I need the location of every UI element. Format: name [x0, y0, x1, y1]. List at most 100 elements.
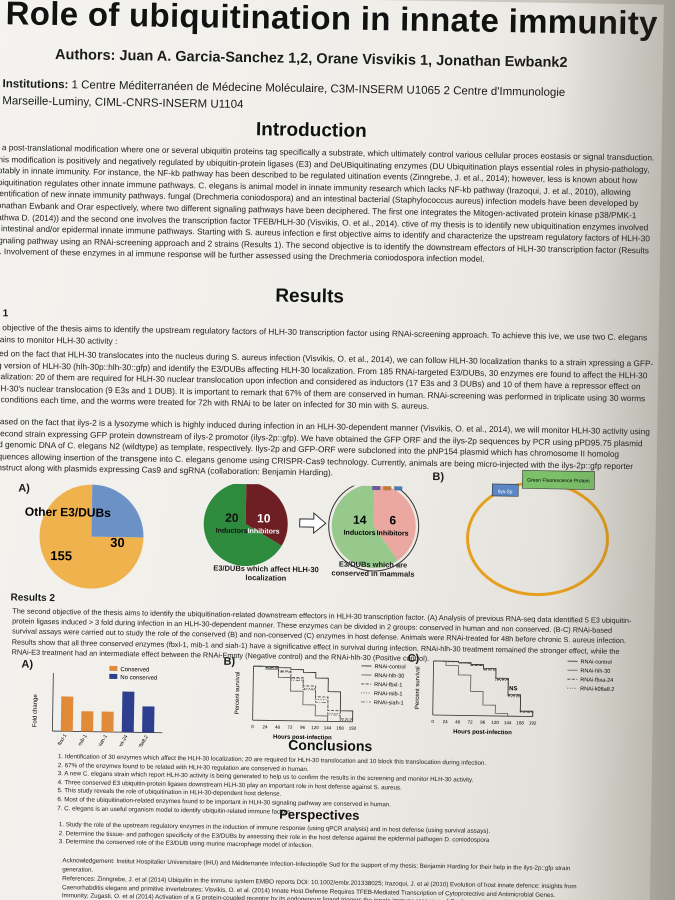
pie2-inductors-label: Inductors — [216, 528, 248, 536]
results1-heading: ts 1 — [0, 308, 9, 320]
surv-x-tick: 192 — [349, 726, 357, 731]
results1-a-text: ased on the fact that HLH-30 translocate… — [0, 348, 654, 412]
bar-tick-label: mib-1 — [77, 733, 89, 747]
pie1-found-value: 30 — [110, 535, 125, 550]
legend-label: RNAi-k08a8.2 — [580, 686, 614, 693]
survival-chart-nonconserved: Percent survival Hours post-infection 0 24 4… — [415, 659, 615, 736]
bar-tick-label: fbxa-24 — [116, 734, 130, 747]
perspectives-list: 1. Study the role of the upstream regula… — [59, 821, 619, 862]
arrow-icon — [299, 512, 327, 535]
fig1-panel-b-label: B) — [432, 470, 445, 484]
legend-swatch-nonconserved — [109, 673, 118, 680]
introduction-text: is a post-translational modification whe… — [0, 142, 655, 265]
surv-line-RNAi-control — [253, 665, 354, 722]
surv-y-axis — [432, 661, 434, 716]
surv-x-tick: 24 — [443, 719, 449, 724]
surv-x-tick: 48 — [275, 725, 281, 730]
conclusions-heading: Conclusions — [288, 736, 373, 755]
bar-tick-label: k08a8.2 — [135, 734, 149, 747]
legend-conserved: Conserved — [120, 667, 149, 673]
legend-label: RNAi-fbxl-1 — [374, 682, 402, 688]
people-icon — [372, 480, 403, 491]
fold-change-bar-chart: Fold change fbxl-1 mib-1 siah-1 fbxa-24 k08a8… — [32, 665, 163, 747]
surv-x-tick: 0 — [431, 719, 434, 724]
pie2-caption: E3/DUBs which affect HLH-30 localization — [213, 563, 319, 583]
pie1-other-label: Other E3/DUBs — [25, 505, 112, 520]
ns-label: NS — [509, 686, 517, 692]
plasmid-diagram: ilys-2p Green Fluorescence Protein — [466, 470, 610, 597]
authors-line: Authors: Juan A. Garcia-Sanchez 1,2, Ora… — [54, 46, 568, 72]
surv-x-label: Hours post-infection — [273, 735, 332, 742]
bar-y-axis — [52, 673, 54, 732]
bar-y-label: Fold change — [32, 694, 39, 728]
institutions-line1: 1 Centre Méditerranéen de Médecine Moléc… — [71, 79, 566, 100]
plasmid-promoter-label: ilys-2p — [498, 489, 513, 495]
surv-x-tick: 144 — [324, 725, 332, 730]
plasmid-ring — [466, 481, 610, 597]
surv-y-label: Percent survival — [235, 672, 242, 715]
surv-line-RNAi-k08a8.2 — [433, 660, 534, 717]
legend-label: RNAi-mib-1 — [374, 691, 403, 697]
bar-tick-label: siah-1 — [97, 734, 109, 747]
legend-label: RNAi-fbxa-24 — [580, 677, 613, 684]
pie2-slice-inductors — [203, 482, 282, 567]
bar-siah-1 — [101, 711, 114, 732]
surv-x-label: Hours post-infection — [453, 729, 512, 736]
pie1-other-value: 155 — [50, 548, 72, 563]
surv-x-tick: 72 — [287, 725, 293, 730]
introduction-heading: Introduction — [255, 119, 367, 142]
results2-heading: Results 2 — [10, 592, 56, 605]
surv-x-tick: 24 — [262, 724, 268, 729]
pie2-inhibitors-value: 10 — [257, 511, 271, 525]
surv-y-label: Percent survival — [415, 666, 422, 709]
surv-x-tick: 72 — [468, 720, 474, 725]
surv-x-tick: 120 — [311, 725, 319, 730]
surv-x-tick: 168 — [336, 725, 344, 730]
legend-swatch-conserved — [109, 665, 118, 672]
pie3-slice-inductors — [331, 484, 398, 569]
pie1-slice-other — [39, 484, 144, 589]
pie3-slice-inhibitors — [373, 484, 416, 561]
pie3: 14 Inductors 6 Inhibitors — [328, 480, 420, 572]
bar-k08a8.2 — [142, 706, 155, 733]
pie3-inductors-value: 14 — [353, 513, 367, 527]
surv-line-RNAi-fbxa-24 — [433, 660, 534, 717]
plasmid-gfp-box — [521, 470, 595, 490]
bar-fbxa-24 — [121, 691, 135, 733]
legend-label: RNAi-control — [581, 659, 612, 665]
institutions-line2: Marseille-Luminy, CIML-CNRS-INSERM U1104 — [2, 95, 244, 111]
surv-line-RNAi-hlh-30 — [253, 665, 353, 723]
surv-x-tick: 48 — [455, 719, 461, 724]
pie2-inductors-value: 20 — [225, 511, 239, 525]
surv-x-tick: 144 — [504, 720, 512, 725]
poster-title: Role of ubiquitination in innate immunit… — [5, 0, 659, 42]
institutions-label: Institutions: — [2, 78, 69, 92]
surv-x-tick: 192 — [529, 721, 537, 726]
bar-mib-1 — [81, 711, 94, 732]
bar-tick-label: fbxl-1 — [57, 733, 69, 747]
perspectives-heading: Perspectives — [279, 806, 360, 823]
bar-fbxl-1 — [60, 696, 74, 732]
legend-label: RNAi-hlh-30 — [374, 673, 404, 679]
plasmid-promoter-box — [491, 483, 519, 497]
pie1: Other E3/DUBs 155 30 — [25, 484, 144, 589]
surv-line-RNAi-siah-1 — [253, 665, 353, 723]
pie3-inhibitors-value: 6 — [389, 513, 396, 527]
pie3-inductors-label: Inductors — [344, 530, 376, 538]
plasmid-gfp-label: Green Fluorescence Protein — [527, 477, 590, 484]
fig1-pies: Other E3/DUBs 155 30 20 Inductors 10 Inh… — [25, 480, 420, 589]
surv-x-tick: 96 — [480, 720, 486, 725]
pie1-slice-found — [91, 484, 144, 538]
pie2: 20 Inductors 10 Inhibitors — [203, 482, 288, 567]
pie2-inhibitors-label: Inhibitors — [248, 528, 280, 536]
surv-x-tick: 96 — [300, 725, 306, 730]
surv-y-axis — [252, 666, 254, 721]
pie3-caption: E3/DUBs which are conserved in mammals — [331, 559, 415, 579]
surv-x-tick: 120 — [491, 720, 499, 725]
results-heading: Results — [275, 285, 345, 308]
legend-label: RNAi-siah-1 — [374, 700, 404, 706]
surv-x-tick: 168 — [516, 720, 524, 725]
pie3-inhibitors-label: Inhibitors — [377, 530, 409, 538]
